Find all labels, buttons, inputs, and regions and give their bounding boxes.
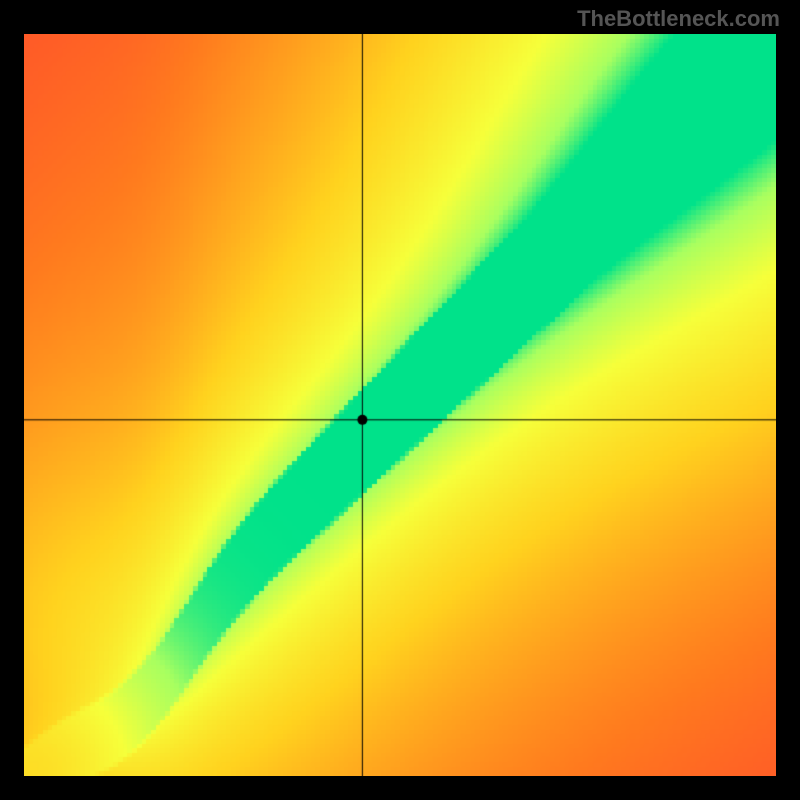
bottleneck-heatmap: [24, 34, 776, 776]
chart-container: TheBottleneck.com: [0, 0, 800, 800]
watermark-text: TheBottleneck.com: [577, 6, 780, 32]
